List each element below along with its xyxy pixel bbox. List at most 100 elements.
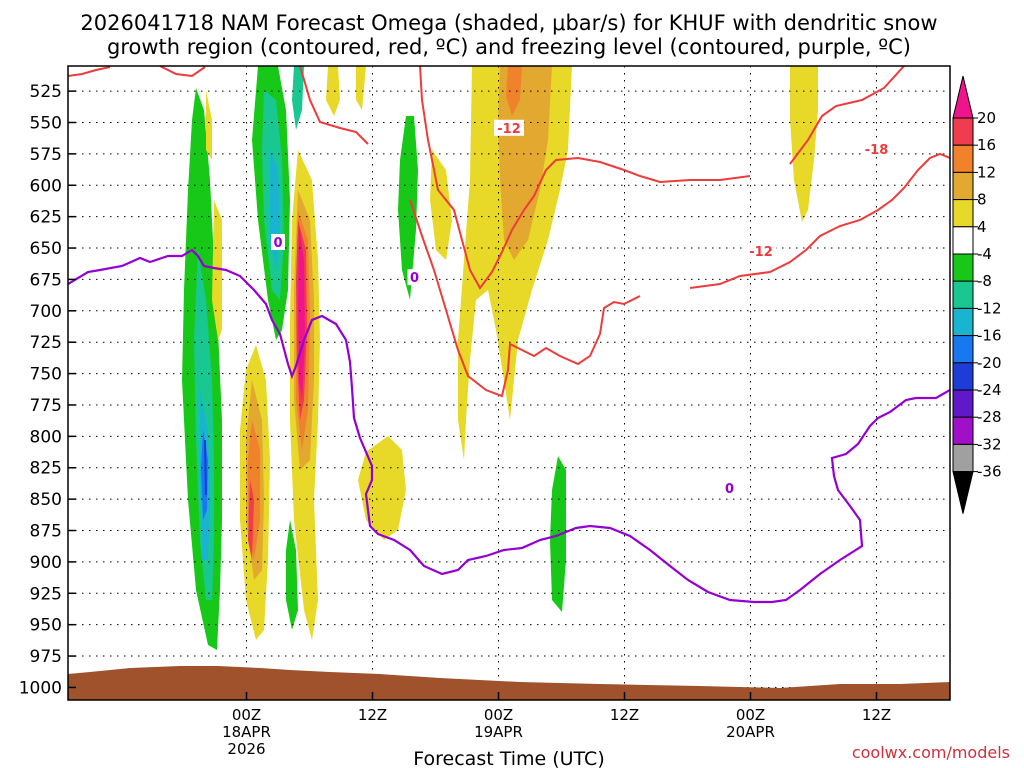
- y-tick-label: 925: [30, 584, 62, 604]
- colorbar-tick-label: -20: [977, 354, 1002, 372]
- y-tick-label: 850: [30, 490, 62, 510]
- chart-title-line2: growth region (contoured, red, ºC) and f…: [107, 35, 911, 59]
- colorbar-tick-label: 4: [977, 218, 987, 236]
- contour-label: 0: [273, 236, 282, 251]
- colorbar-tick-label: -36: [977, 463, 1002, 481]
- colorbar-bin: [952, 199, 974, 228]
- y-tick-label: 775: [30, 396, 62, 416]
- colorbar-tick-label: 20: [977, 109, 996, 127]
- omega-descent-tongue-1: [212, 200, 222, 340]
- omega-descent-region-inner: [498, 66, 552, 260]
- contour-label-bg: [722, 480, 737, 497]
- dgz-contour-c: [299, 66, 369, 145]
- omega-ascent-core-4: [204, 439, 207, 496]
- y-tick-label: 1000: [19, 678, 62, 698]
- colorbar-bin: [952, 443, 974, 473]
- x-tick-label: 00Z: [484, 706, 513, 724]
- colorbar-tick-label: -4: [977, 245, 992, 263]
- contour-label: -18: [865, 143, 889, 158]
- colorbar-bin: [952, 144, 974, 173]
- contour-label-bg: [407, 269, 422, 286]
- omega-descent-column-1-peak: [248, 480, 254, 560]
- colorbar-bin: [952, 307, 974, 337]
- colorbar-tick-label: -28: [977, 408, 1002, 426]
- colorbar-top-arrow: [952, 75, 974, 119]
- x-tick-label: 12Z: [358, 706, 387, 724]
- y-tick-label: 900: [30, 553, 62, 573]
- contour-label-bg: [271, 234, 285, 251]
- x-tick-date: 19APR: [474, 723, 523, 741]
- chart-title-line1: 2026041718 NAM Forecast Omega (shaded, μ…: [80, 11, 937, 35]
- y-tick-label: 625: [30, 208, 62, 228]
- colorbar-bin: [952, 280, 974, 309]
- omega-ascent-core-3: [201, 430, 208, 520]
- colorbar-bin: [952, 226, 974, 255]
- dgz-contours: [68, 66, 950, 398]
- omega-shading: [182, 66, 818, 650]
- credit-text: coolwx.com/models: [852, 743, 1010, 762]
- terrain-ground: [68, 666, 950, 700]
- y-tick-label: 725: [30, 333, 62, 353]
- plot-area: -12 -18 -12 0 0 0: [68, 66, 950, 700]
- colorbar-bin: [952, 171, 974, 201]
- x-axis-label: Forecast Time (UTC): [413, 748, 604, 768]
- y-tick-label: 950: [30, 616, 62, 636]
- contour-label-bg: [494, 119, 524, 136]
- x-tick-date: 20APR: [726, 723, 775, 741]
- omega-descent-tongue-2: [206, 90, 212, 160]
- dgz-contour-f: [409, 199, 641, 398]
- colorbar-tick-label: -16: [977, 327, 1002, 345]
- contour-label: 0: [410, 271, 419, 286]
- y-tick-label: 675: [30, 270, 62, 290]
- colorbar-tick-label: 12: [977, 163, 996, 181]
- colorbar-bin: [952, 362, 974, 391]
- colorbar-bin: [952, 253, 974, 282]
- x-tick-year: 2026: [227, 740, 265, 758]
- colorbar-bin: [952, 335, 974, 364]
- dgz-contour-g: [689, 152, 950, 289]
- y-tick-label: 875: [30, 522, 62, 542]
- dgz-contour-a: [68, 66, 111, 77]
- omega-descent-region-core: [506, 66, 522, 116]
- contour-label-bg: [861, 141, 892, 158]
- colorbar: 20 16 12 8 4 -4 -8 -12 -16 -20 -24 -28 -32 -36: [952, 75, 1002, 514]
- colorbar-bin: [952, 416, 974, 445]
- y-tick-label: 600: [30, 176, 62, 196]
- y-tick-label: 575: [30, 145, 62, 165]
- y-tick-label: 550: [30, 113, 62, 133]
- contour-labels: -12 -18 -12 0 0 0: [271, 119, 892, 497]
- omega-descent-blob-2: [356, 66, 366, 110]
- y-tick-label: 975: [30, 647, 62, 667]
- colorbar-tick-label: -8: [977, 272, 992, 290]
- colorbar-tick-label: -12: [977, 299, 1002, 317]
- colorbar-tick-label: -32: [977, 435, 1002, 453]
- contour-label-bg: [746, 242, 776, 259]
- x-tick-label: 12Z: [610, 706, 639, 724]
- omega-ascent-sliver-2: [550, 456, 566, 612]
- omega-ascent-column-3: [398, 116, 418, 300]
- omega-ascent-blob-1: [286, 520, 298, 630]
- y-tick-label: 750: [30, 365, 62, 385]
- y-tick-label: 525: [30, 82, 62, 102]
- y-tick-label: 800: [30, 427, 62, 447]
- y-tick-label: 825: [30, 459, 62, 479]
- colorbar-bottom-arrow: [952, 471, 974, 514]
- colorbar-tick-label: 8: [977, 191, 987, 209]
- colorbar-bin: [952, 389, 974, 418]
- contour-label: 0: [725, 482, 734, 497]
- dgz-contour-e: [789, 66, 905, 165]
- y-tick-label: 700: [30, 302, 62, 322]
- y-tick-label: 650: [30, 239, 62, 259]
- y-axis: 525 550 575 600 625 650 675 700 725 750 775 800 825 8…: [19, 82, 76, 698]
- x-tick-label: 00Z: [232, 706, 261, 724]
- colorbar-tick-label: -24: [977, 381, 1002, 399]
- x-tick-label: 12Z: [862, 706, 891, 724]
- colorbar-bin: [952, 117, 974, 146]
- freezing-level-contour: [68, 248, 950, 604]
- contour-label: -12: [497, 122, 521, 137]
- dgz-contour-d: [419, 66, 751, 290]
- x-tick-date: 18APR: [222, 723, 271, 741]
- colorbar-tick-label: 16: [977, 136, 996, 154]
